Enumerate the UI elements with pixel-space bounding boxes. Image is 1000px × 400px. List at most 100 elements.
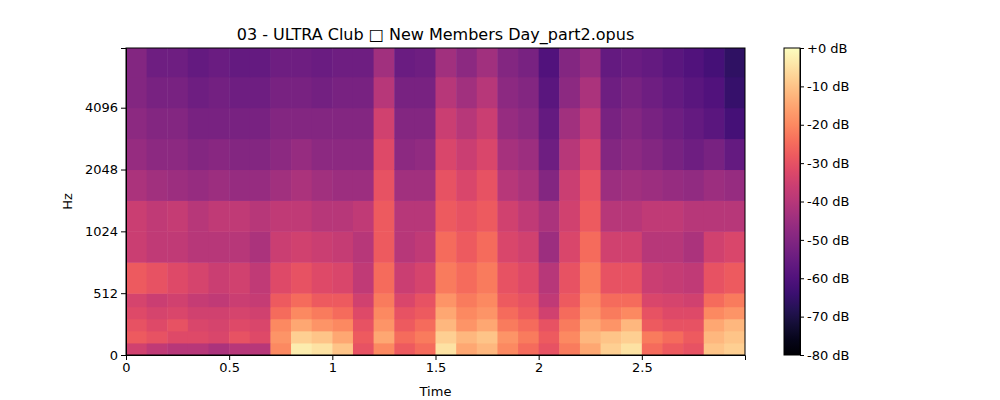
cell xyxy=(724,170,745,201)
cell xyxy=(704,331,725,344)
colorbar-tick-label: +0 dB xyxy=(807,41,847,56)
cell xyxy=(353,170,374,201)
cell xyxy=(497,331,518,344)
cell xyxy=(291,77,312,108)
cell xyxy=(353,139,374,170)
cell xyxy=(621,200,642,231)
cell xyxy=(683,108,704,139)
x-tick-label: 0 xyxy=(122,360,130,375)
x-tick: 0 xyxy=(122,355,130,375)
cell xyxy=(353,231,374,262)
cell xyxy=(683,48,704,77)
cell xyxy=(270,231,291,262)
cell xyxy=(580,170,601,201)
cell xyxy=(539,231,560,262)
cell xyxy=(683,170,704,201)
y-tick-label: 4096 xyxy=(85,100,118,115)
cell xyxy=(147,319,168,332)
cell xyxy=(621,48,642,77)
cell xyxy=(291,48,312,77)
cell xyxy=(250,331,271,344)
colorbar-tick-label: -70 dB xyxy=(807,309,850,324)
y-tick-line xyxy=(121,170,126,171)
cell xyxy=(724,293,745,307)
cell xyxy=(332,170,353,201)
cell xyxy=(291,170,312,201)
cell xyxy=(332,77,353,108)
cell xyxy=(394,343,415,355)
x-tick: 1.5 xyxy=(426,355,447,375)
cell xyxy=(167,307,188,320)
cell xyxy=(147,331,168,344)
cell xyxy=(683,231,704,262)
cell xyxy=(147,262,168,293)
cell xyxy=(539,307,560,320)
cell xyxy=(724,108,745,139)
cell xyxy=(270,48,291,77)
cell xyxy=(518,170,539,201)
cell xyxy=(436,262,457,293)
cell xyxy=(518,262,539,293)
cell xyxy=(229,139,250,170)
cell xyxy=(456,262,477,293)
cell xyxy=(497,231,518,262)
cell xyxy=(167,293,188,307)
cell xyxy=(683,343,704,355)
cell xyxy=(167,331,188,344)
colorbar-tick: -70 dB xyxy=(800,309,850,324)
cell xyxy=(209,48,230,77)
cell xyxy=(456,331,477,344)
cell xyxy=(229,307,250,320)
cell xyxy=(209,170,230,201)
cell xyxy=(312,139,333,170)
cell xyxy=(250,293,271,307)
cell xyxy=(374,343,395,355)
cell xyxy=(209,108,230,139)
cell xyxy=(662,108,683,139)
colorbar-tick-line xyxy=(800,317,804,318)
colorbar-tick-line xyxy=(800,125,804,126)
colorbar-tick-label: -60 dB xyxy=(807,271,850,286)
y-tick: 1024 xyxy=(85,224,126,239)
cell xyxy=(209,200,230,231)
cell xyxy=(270,77,291,108)
cell xyxy=(126,139,147,170)
cell xyxy=(250,262,271,293)
cell xyxy=(456,139,477,170)
cell xyxy=(477,307,498,320)
cell xyxy=(539,343,560,355)
cell xyxy=(394,200,415,231)
cell xyxy=(270,108,291,139)
cell xyxy=(539,200,560,231)
cell xyxy=(188,293,209,307)
cell xyxy=(704,307,725,320)
cell xyxy=(291,200,312,231)
cell xyxy=(188,319,209,332)
cell xyxy=(662,331,683,344)
cell xyxy=(415,48,436,77)
x-tick: 1 xyxy=(329,355,337,375)
cell xyxy=(436,48,457,77)
cell xyxy=(559,48,580,77)
colorbar-tick: -40 dB xyxy=(800,194,850,209)
cell xyxy=(662,231,683,262)
cell xyxy=(477,331,498,344)
cell xyxy=(580,48,601,77)
cell xyxy=(621,108,642,139)
cell xyxy=(270,319,291,332)
cell xyxy=(559,293,580,307)
cell xyxy=(332,293,353,307)
cell xyxy=(497,170,518,201)
cell xyxy=(250,307,271,320)
cell xyxy=(436,293,457,307)
cell xyxy=(704,170,725,201)
colorbar-tick: -50 dB xyxy=(800,233,850,248)
cell xyxy=(559,108,580,139)
cell xyxy=(126,307,147,320)
cell xyxy=(229,170,250,201)
cell xyxy=(250,319,271,332)
cell xyxy=(270,262,291,293)
colorbar-axis: +0 dB-10 dB-20 dB-30 dB-40 dB-50 dB-60 d… xyxy=(800,41,850,363)
cell xyxy=(662,293,683,307)
cell xyxy=(394,108,415,139)
